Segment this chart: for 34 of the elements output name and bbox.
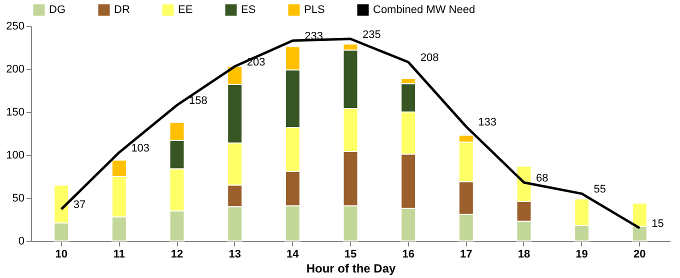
line-series: [60, 38, 641, 230]
x-tick-label: 19: [576, 248, 588, 260]
legend-label: Combined MW Need: [373, 4, 476, 16]
x-tick-label: 17: [460, 248, 472, 260]
x-tick-label: 12: [170, 248, 184, 260]
data-label: 37: [73, 199, 86, 212]
y-tick-label: 200: [6, 64, 24, 76]
y-tick-label: 250: [6, 20, 24, 32]
data-label: 68: [536, 172, 548, 185]
y-tick-label: 100: [6, 150, 24, 162]
data-label: 235: [362, 28, 381, 41]
x-tick-label: 20: [634, 248, 646, 260]
data-label: 158: [189, 95, 208, 108]
legend-label: ES: [241, 4, 256, 16]
data-label: 55: [594, 184, 606, 196]
x-tick-label: 15: [344, 248, 357, 260]
legend-label: PLS: [304, 4, 325, 16]
x-tick-label: 18: [518, 248, 530, 260]
x-axis-title: Hour of the Day: [306, 262, 396, 276]
legend-label: EE: [178, 4, 193, 16]
legend-label: DG: [49, 4, 66, 16]
x-tick-label: 10: [55, 248, 68, 260]
x-tick-label: 14: [286, 248, 300, 260]
y-tick-label: 50: [12, 192, 24, 204]
y-tick-label: 0: [18, 236, 24, 248]
data-label: 133: [478, 116, 497, 129]
data-label: 208: [420, 52, 439, 64]
legend-label: DR: [114, 4, 130, 16]
y-tick-label: 150: [6, 106, 24, 118]
data-label: 15: [652, 218, 664, 230]
data-label: 103: [131, 142, 150, 154]
x-tick-label: 13: [228, 248, 241, 260]
x-tick-label: 16: [402, 248, 414, 260]
x-tick-label: 11: [113, 248, 126, 260]
